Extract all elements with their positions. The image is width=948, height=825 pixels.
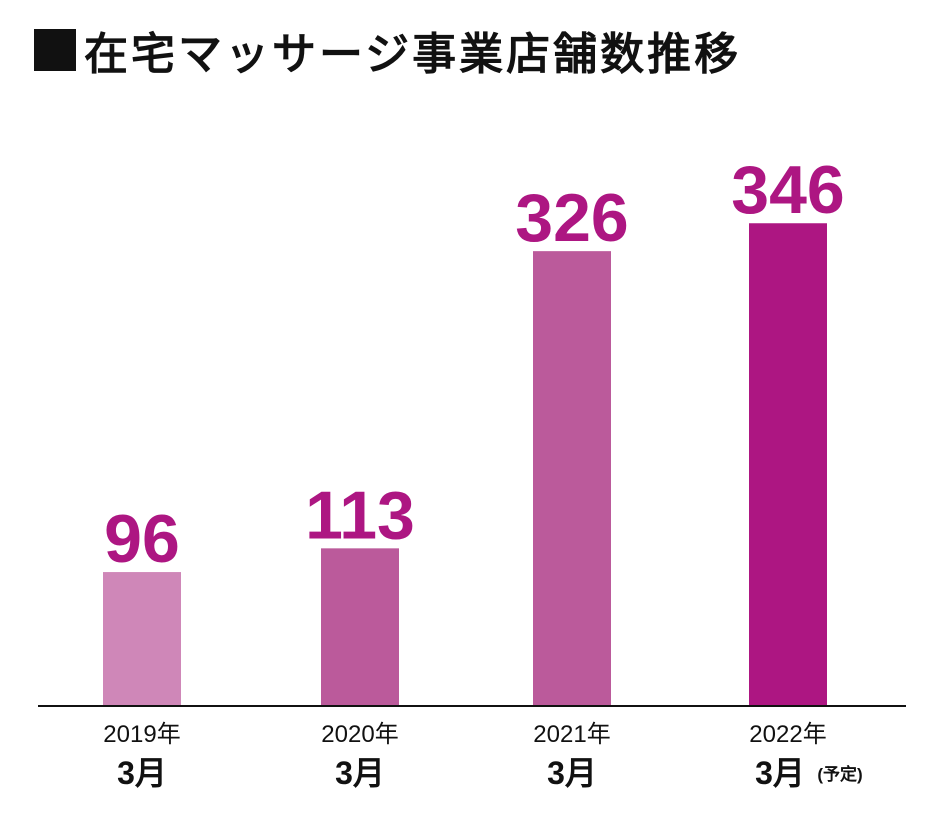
title-square-icon [34, 29, 76, 71]
bar [103, 572, 181, 706]
x-tick-label-month: 3月 [117, 755, 167, 791]
data-label: 96 [104, 501, 180, 577]
x-tick-label-note: (予定) [817, 764, 862, 784]
chart-title: 在宅マッサージ事業店舗数推移 [34, 20, 741, 80]
x-tick-label-year: 2019年 [103, 721, 180, 748]
x-tick-label-month: 3月 [547, 755, 597, 791]
data-label: 346 [731, 152, 844, 228]
x-tick-label-year: 2020年 [321, 721, 398, 748]
x-tick-label-year: 2021年 [533, 721, 610, 748]
bar [533, 251, 611, 706]
bar [321, 548, 399, 706]
x-tick-label-month: 3月 [755, 755, 805, 791]
bar [749, 223, 827, 706]
chart-title-text: 在宅マッサージ事業店舗数推移 [84, 29, 742, 80]
data-label: 113 [305, 477, 415, 553]
x-tick-label-month: 3月 [335, 755, 385, 791]
x-tick-label-year: 2022年 [749, 721, 826, 748]
data-label: 326 [515, 180, 628, 256]
